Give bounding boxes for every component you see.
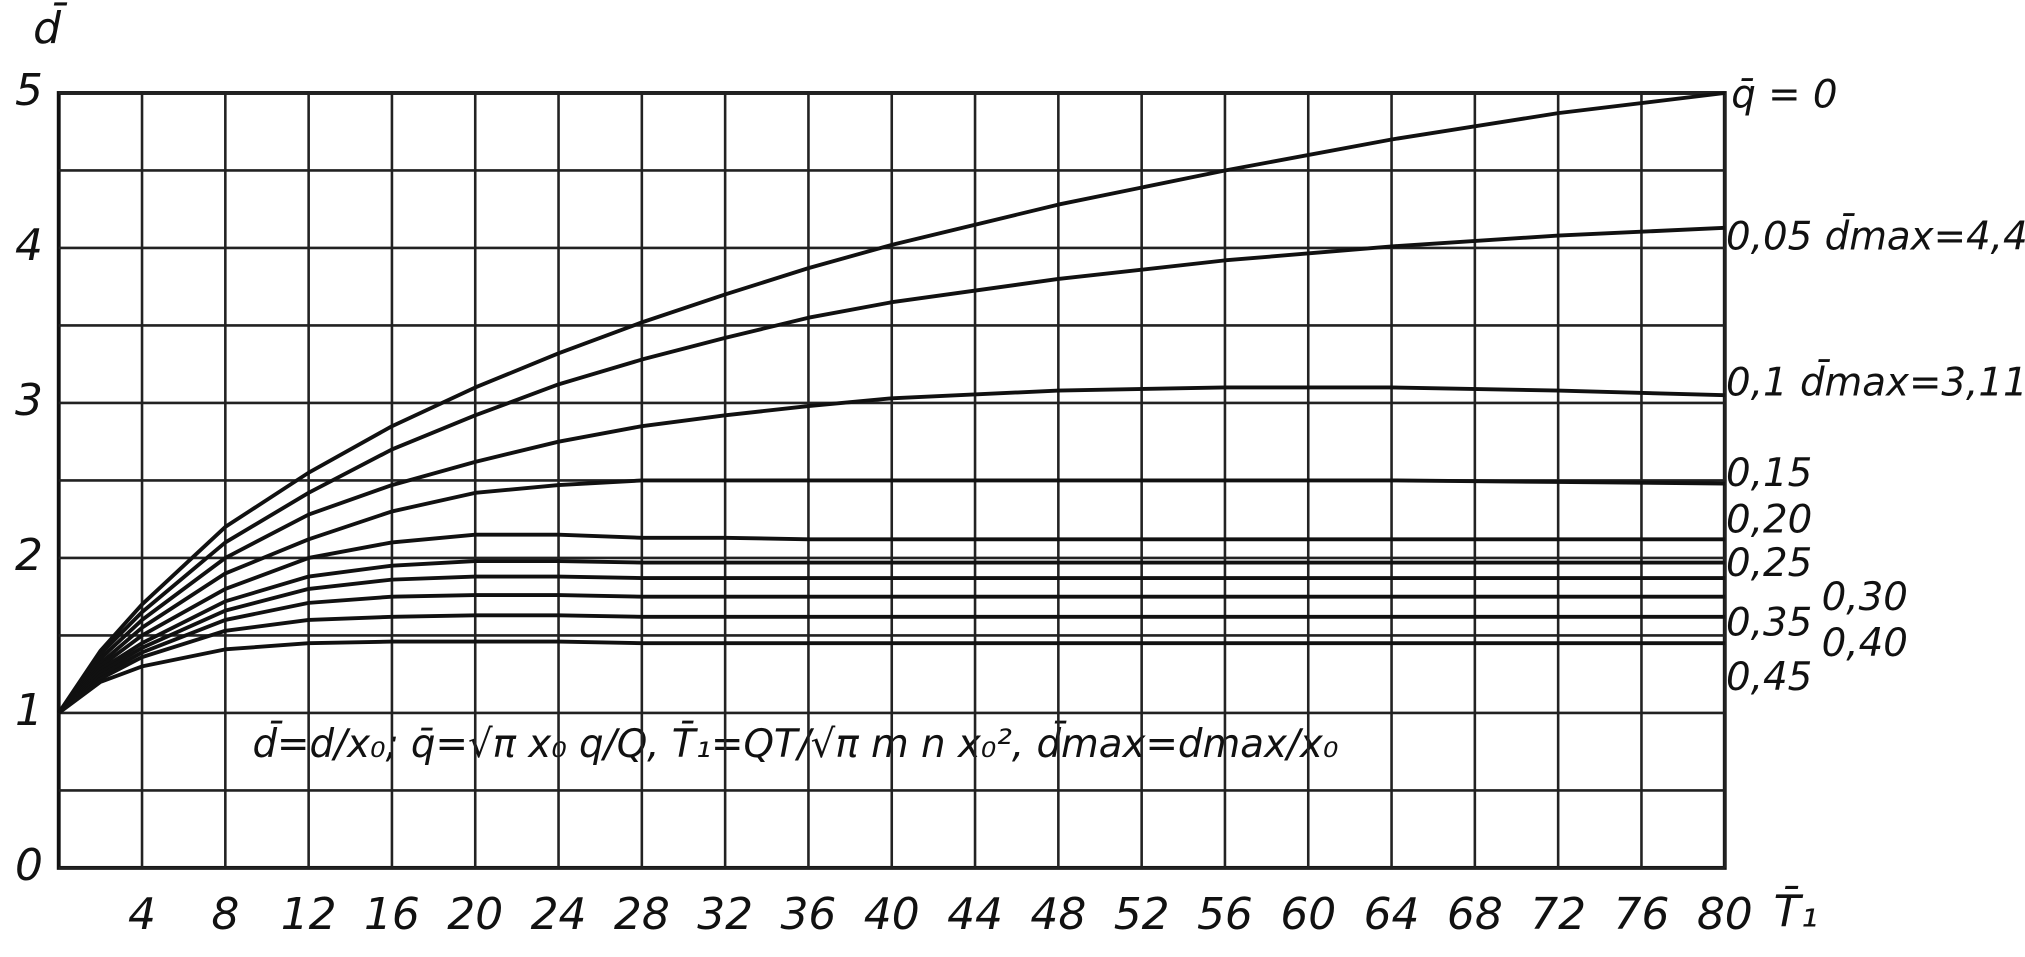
data-line <box>57 613 1725 715</box>
x-tick-label: 44 <box>947 889 1003 940</box>
series-label: 0,30 <box>1822 575 1908 620</box>
data-line <box>57 574 1725 715</box>
x-tick-label: 36 <box>781 889 837 940</box>
y-tick-label: 0 <box>15 840 43 891</box>
y-axis-label: d̄ <box>33 1 67 54</box>
data-line <box>57 532 1725 715</box>
x-tick-label: 68 <box>1447 889 1503 940</box>
x-tick-label: 48 <box>1030 889 1086 940</box>
x-tick-label: 20 <box>447 889 503 940</box>
data-line <box>57 559 1725 715</box>
series-label: 0,1 d̄max=3,11 <box>1726 359 2025 405</box>
x-tick-label: 28 <box>614 889 670 940</box>
y-tick-label: 3 <box>15 375 43 426</box>
data-line <box>57 639 1725 715</box>
data-line <box>57 593 1725 715</box>
x-tick-label: 8 <box>211 889 239 940</box>
series-label: 0,05 d̄max=4,43 <box>1726 213 2025 259</box>
y-tick-label: 4 <box>15 220 43 271</box>
x-tick-label: 12 <box>281 889 337 940</box>
x-tick-label: 40 <box>864 889 920 940</box>
series-label: 0,15 <box>1726 451 1812 496</box>
x-tick-label: 16 <box>364 889 420 940</box>
x-tick-label: 72 <box>1530 889 1586 940</box>
x-tick-label: 24 <box>531 889 587 940</box>
series-label: q̄ = 0 <box>1731 72 1837 117</box>
y-tick-label: 2 <box>15 530 43 581</box>
y-tick-label: 5 <box>15 65 43 116</box>
x-tick-label: 64 <box>1364 889 1420 940</box>
x-tick-label: 52 <box>1114 889 1170 940</box>
y-tick-label: 1 <box>15 685 43 736</box>
data-line <box>57 385 1725 715</box>
data-line <box>57 478 1725 715</box>
x-tick-label: 56 <box>1197 889 1253 940</box>
series-label: 0,20 <box>1726 497 1812 542</box>
x-tick-label: 80 <box>1697 889 1753 940</box>
x-tick-label: 76 <box>1614 889 1670 940</box>
series-label: 0,40 <box>1822 621 1908 666</box>
data-line <box>57 91 1725 714</box>
x-tick-label: 60 <box>1280 889 1336 940</box>
data-line <box>57 225 1725 715</box>
x-tick-label: 32 <box>697 889 753 940</box>
annotation: d̄=d/x₀; q̄=√π x₀ q/Q, T̄₁=QT/√π m n x₀²… <box>252 721 1338 767</box>
x-tick-label: 4 <box>128 889 156 940</box>
series-label: 0,45 <box>1726 655 1812 700</box>
x-axis-label: T̄₁ <box>1774 884 1818 937</box>
series-label: 0,35 <box>1726 601 1812 646</box>
series-label: 0,25 <box>1726 541 1812 586</box>
